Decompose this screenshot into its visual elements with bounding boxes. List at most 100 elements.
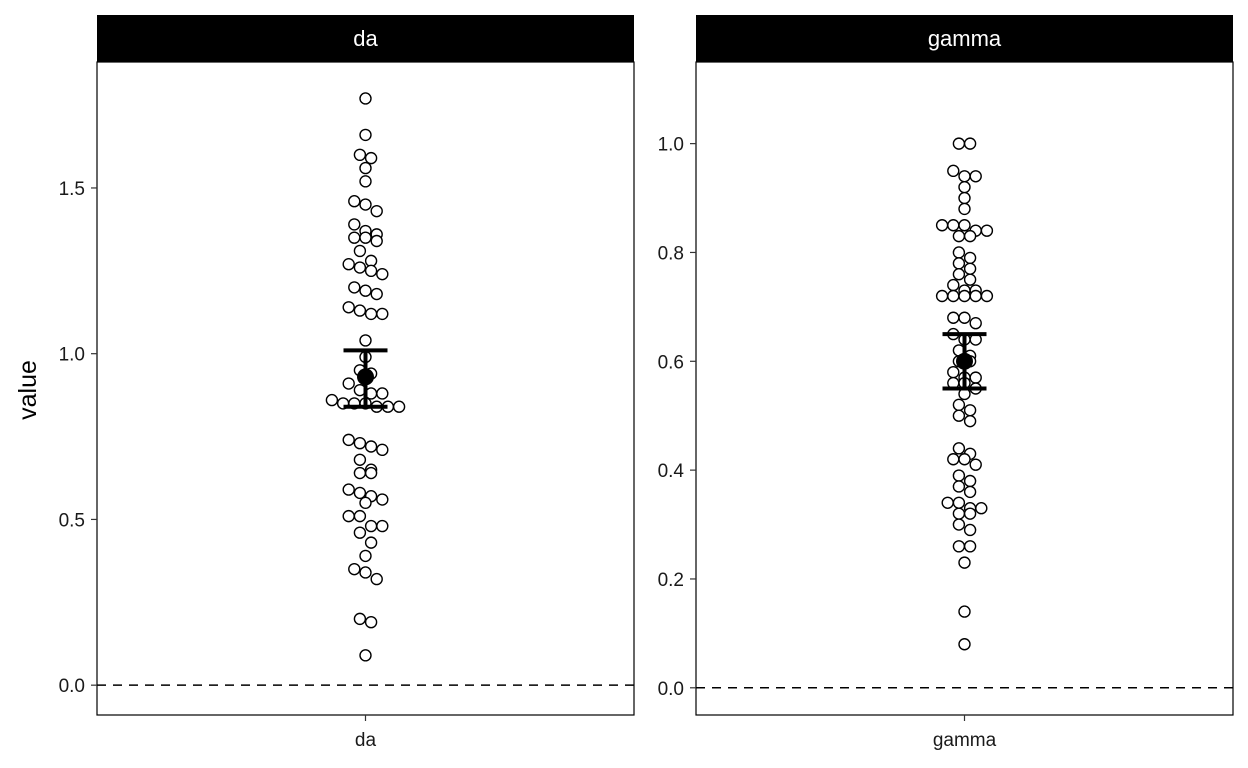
- data-point: [364, 151, 378, 165]
- data-point: [958, 311, 971, 324]
- data-point: [958, 191, 971, 205]
- data-point: [359, 92, 372, 105]
- data-point: [975, 502, 988, 515]
- panel-gamma-points: [935, 137, 994, 651]
- panel-gamma-mean-errorbar: [942, 332, 987, 391]
- data-point: [359, 198, 372, 211]
- y-tick-label: 1.0: [658, 135, 684, 156]
- data-point: [952, 442, 966, 455]
- data-point: [342, 483, 355, 496]
- data-point: [359, 284, 372, 297]
- y-axis-label: value: [14, 360, 42, 420]
- data-point: [947, 453, 960, 466]
- data-point: [969, 458, 982, 471]
- data-point: [947, 278, 960, 292]
- data-point: [342, 377, 355, 390]
- data-point: [958, 453, 971, 466]
- data-point: [364, 440, 378, 453]
- data-point: [935, 219, 949, 232]
- panel-da-points: [325, 92, 406, 662]
- data-point: [958, 605, 971, 618]
- y-tick-label: 1.5: [59, 179, 85, 200]
- data-point: [958, 170, 971, 183]
- data-point: [342, 433, 355, 447]
- y-tick-label: 0.4: [658, 461, 685, 482]
- y-tick-label: 0.8: [658, 243, 684, 264]
- data-point: [376, 267, 389, 281]
- data-point: [359, 231, 372, 244]
- panel-da-y-axis: 0.0 0.5 1.0 1.5: [59, 179, 97, 697]
- data-point: [359, 161, 372, 175]
- panel-da: da 0.0 0.5 1.0 1.5 da: [59, 15, 635, 751]
- data-point: [952, 398, 966, 412]
- data-point: [364, 519, 378, 533]
- data-point: [376, 307, 389, 321]
- data-point: [952, 257, 966, 270]
- data-point: [980, 289, 994, 303]
- data-point: [353, 612, 367, 626]
- panel-gamma-y-axis: 0.0 0.2 0.4 0.6 0.8 1.0: [658, 135, 696, 700]
- data-point: [963, 404, 977, 417]
- data-point: [359, 128, 372, 142]
- data-point: [952, 507, 966, 520]
- data-point: [376, 493, 389, 506]
- data-point: [359, 334, 372, 347]
- data-point: [963, 137, 977, 150]
- panel-gamma-x-tick-label: gamma: [933, 730, 997, 751]
- data-point: [952, 229, 966, 243]
- y-tick-label: 0.2: [658, 570, 684, 591]
- data-point: [952, 246, 966, 259]
- y-tick-label: 0.6: [658, 352, 684, 373]
- data-point: [342, 509, 355, 523]
- data-point: [359, 175, 372, 188]
- data-point: [348, 231, 361, 244]
- data-point: [353, 486, 367, 500]
- data-point: [947, 219, 960, 232]
- data-point: [376, 519, 389, 533]
- panel-da-strip: [97, 15, 634, 62]
- data-point: [952, 409, 966, 422]
- data-point: [364, 536, 378, 549]
- data-point: [370, 572, 383, 586]
- panel-da-strip-label: da: [353, 26, 378, 51]
- data-point: [342, 301, 355, 314]
- data-point: [353, 304, 367, 317]
- data-point: [963, 251, 977, 265]
- data-point: [963, 229, 977, 243]
- data-point: [947, 365, 960, 379]
- data-point: [353, 148, 367, 162]
- data-point: [952, 496, 966, 509]
- data-point: [376, 387, 389, 400]
- data-point: [392, 400, 406, 413]
- data-point: [969, 317, 982, 330]
- data-point: [947, 311, 960, 324]
- panel-gamma-strip: [696, 15, 1233, 62]
- data-point: [325, 393, 339, 407]
- data-point: [353, 526, 367, 539]
- data-point: [969, 170, 982, 183]
- data-point: [969, 371, 982, 384]
- panel-da-mean-errorbar: [343, 348, 388, 409]
- data-point: [952, 268, 966, 281]
- data-point: [963, 273, 977, 286]
- data-point: [963, 507, 977, 520]
- data-point: [348, 281, 361, 294]
- panel-gamma: gamma 0.0 0.2 0.4 0.6 0.8 1.0 gamma: [658, 15, 1234, 751]
- panel-da-x-tick-label: da: [355, 730, 377, 751]
- data-point: [947, 289, 960, 303]
- data-point: [952, 469, 966, 482]
- data-point: [364, 615, 378, 629]
- data-point: [359, 566, 372, 579]
- data-point: [342, 257, 355, 271]
- data-point: [376, 443, 389, 457]
- data-point: [353, 244, 367, 258]
- data-point: [958, 219, 971, 232]
- data-point: [969, 289, 982, 303]
- data-point: [958, 638, 971, 651]
- data-point: [370, 234, 383, 248]
- data-point: [941, 496, 954, 509]
- data-point: [958, 289, 971, 303]
- panel-gamma-strip-label: gamma: [928, 26, 1002, 51]
- data-point: [963, 485, 977, 499]
